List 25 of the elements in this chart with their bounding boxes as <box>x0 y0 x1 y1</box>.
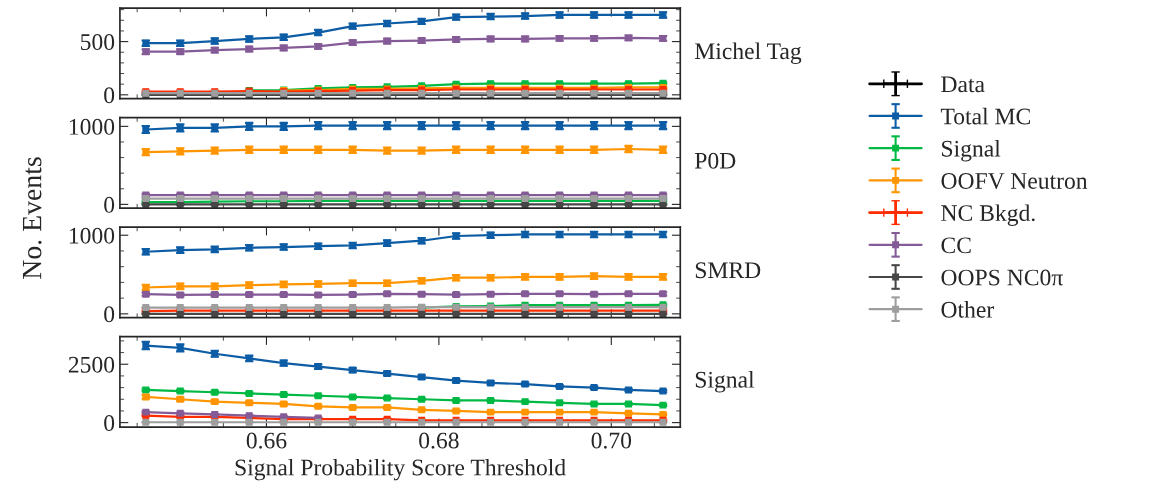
y-tick-label: 0 <box>104 87 115 104</box>
legend-label: Data <box>941 76 985 93</box>
text: Signal <box>695 371 755 393</box>
x-axis-title: Signal Probability Score Threshold <box>235 458 566 481</box>
legend-label: NC Bkgd. <box>941 204 1035 226</box>
y-tick-label: 1000 <box>69 118 115 135</box>
x-tick-label: 0.68 <box>419 432 459 449</box>
y-tick-label: 0 <box>104 415 115 432</box>
legend-label: Total MC <box>940 107 1030 125</box>
x-tick-label: 0.70 <box>591 432 632 449</box>
legend-label: CC <box>941 237 971 254</box>
legend-label: OOPS NC0π <box>941 269 1063 286</box>
legend-label: OOFV Neutron <box>941 173 1088 190</box>
legend-label: Signal <box>942 140 1001 162</box>
text: SMRD <box>695 262 761 279</box>
y-tick-label: 500 <box>81 34 115 51</box>
y-tick-label: 0 <box>104 306 115 323</box>
legend-label: Other <box>941 301 995 318</box>
text: P0D <box>694 152 736 169</box>
y-tick-label: 0 <box>104 196 115 213</box>
y-axis-title: No. Events <box>22 157 42 279</box>
y-tick-label: 2500 <box>68 356 115 373</box>
x-tick-label: 0.66 <box>246 432 287 449</box>
y-tick-label: 1000 <box>69 227 115 244</box>
text: Michel Tag <box>694 42 802 65</box>
